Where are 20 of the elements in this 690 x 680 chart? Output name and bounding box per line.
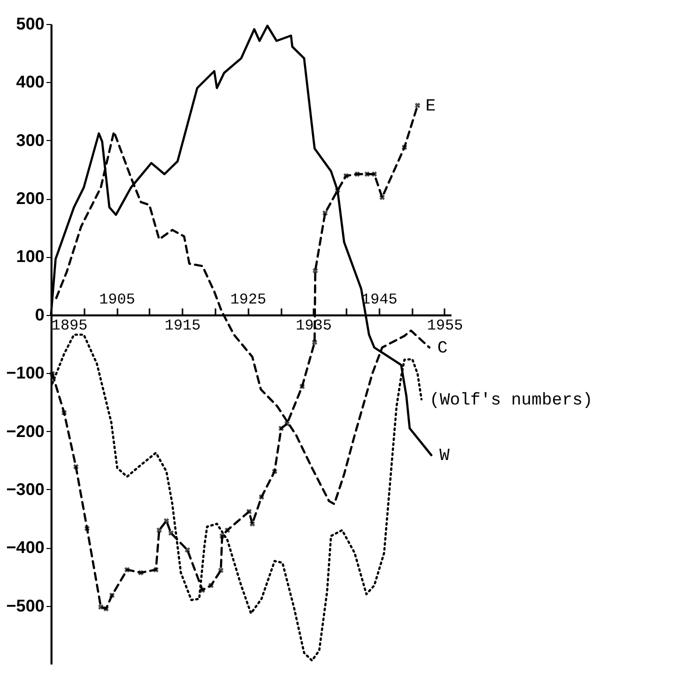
x2-tick-label: 1905 bbox=[99, 291, 136, 308]
y-tick-label: 400 bbox=[16, 72, 44, 92]
y-tick-label: 100 bbox=[16, 247, 44, 266]
y-tick-label: 200 bbox=[16, 189, 44, 208]
x-tick-label: 1895 bbox=[52, 317, 88, 334]
y-tick-label: 0 bbox=[35, 305, 44, 324]
y-tick-label: 500 bbox=[16, 14, 44, 34]
y-tick-label: −100 bbox=[6, 364, 44, 383]
series-label: W bbox=[439, 447, 450, 466]
y-tick-label: −400 bbox=[6, 538, 44, 558]
y-tick-label: −300 bbox=[6, 480, 44, 499]
series-label: E bbox=[426, 97, 436, 116]
y-tick-label: 300 bbox=[16, 130, 44, 150]
y-tick-label: −500 bbox=[6, 596, 44, 616]
x-tick-label: 1915 bbox=[164, 317, 201, 334]
x-tick-label: 1955 bbox=[426, 317, 463, 334]
y-tick-label: −200 bbox=[6, 422, 44, 441]
series-label: C bbox=[437, 339, 448, 358]
x2-tick-label: 1925 bbox=[230, 291, 266, 308]
series-label: (Wolf's numbers) bbox=[429, 391, 593, 410]
